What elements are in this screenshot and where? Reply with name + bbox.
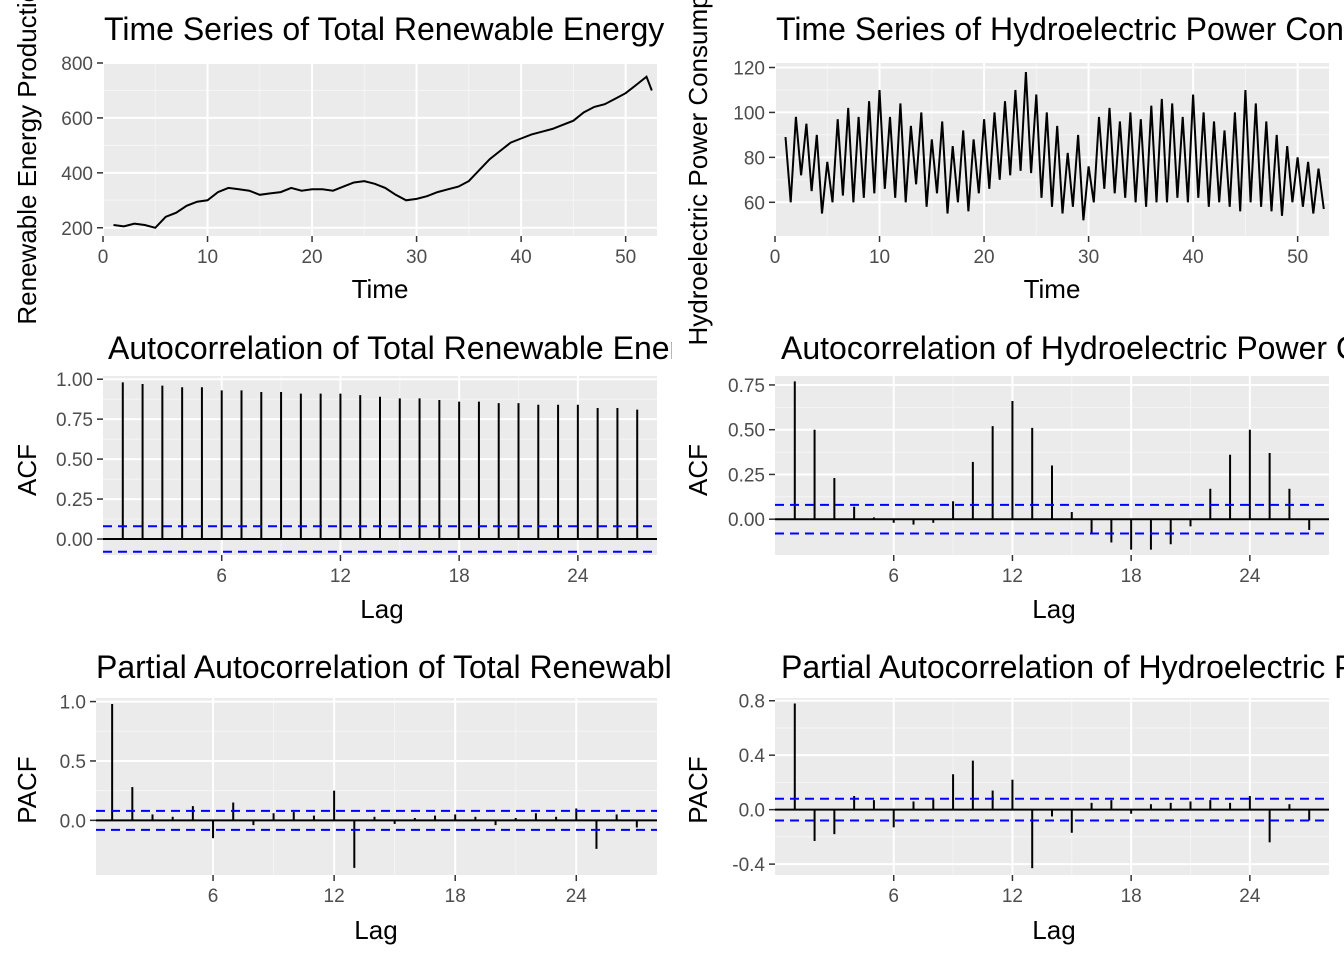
y-tick-label: 400 (61, 164, 93, 185)
y-tick-label: 0.0 (60, 811, 86, 832)
y-tick-label: 80 (744, 148, 765, 169)
x-tick-label: 6 (216, 566, 227, 587)
x-tick-label: 30 (406, 247, 427, 268)
plot-background (103, 63, 657, 236)
x-tick-label: 18 (449, 566, 470, 587)
x-tick-label: 24 (567, 566, 589, 587)
panel-acf_hydro: 6 12 18 24 0.00 0.25 0.50 0.75 Autocorrelation o… (683, 330, 1344, 624)
y-tick-label: 100 (733, 103, 765, 124)
x-tick-label: 6 (888, 886, 899, 907)
x-tick-label: 0 (98, 247, 109, 268)
y-axis-label: ACF (12, 444, 42, 496)
x-tick-label: 12 (324, 886, 345, 907)
panel-pacf_hydro: 6 12 18 24 -0.4 0.0 0.4 0.8 Partial Autocorrelat… (683, 649, 1344, 945)
x-tick-label: 20 (973, 247, 994, 268)
x-tick-label: 6 (208, 886, 219, 907)
chart-title: Partial Autocorrelation of Total Renewab… (96, 649, 962, 685)
x-tick-label: 18 (445, 886, 466, 907)
y-tick-label: 600 (61, 109, 93, 130)
panel-pacf_total: 6 12 18 24 0.0 0.5 1.0 Partial Autocorrelation … (12, 649, 962, 945)
panel-acf_total: 6 12 18 24 0.00 0.25 0.50 0.75 1.00 Autocorrelati… (12, 330, 876, 624)
y-tick-label: 0.00 (728, 510, 765, 531)
y-tick-label: 1.0 (60, 693, 86, 714)
x-tick-label: 18 (1121, 566, 1142, 587)
x-tick-label: 24 (566, 886, 588, 907)
y-tick-label: 0.00 (56, 530, 93, 551)
series-line (113, 75, 653, 229)
x-tick-label: 50 (615, 247, 636, 268)
x-axis-label: Lag (1032, 594, 1075, 624)
y-tick-label: 0.25 (56, 490, 93, 511)
y-tick-label: 200 (61, 219, 93, 240)
x-tick-label: 12 (1002, 886, 1023, 907)
y-axis-label: Hydroelectric Power Consumption (683, 0, 713, 346)
y-tick-label: 0.25 (728, 465, 765, 486)
x-tick-label: 50 (1287, 247, 1308, 268)
x-tick-label: 20 (301, 247, 322, 268)
plot-background (775, 63, 1329, 236)
x-tick-label: 0 (770, 247, 781, 268)
x-tick-label: 24 (1239, 566, 1261, 587)
x-tick-label: 12 (330, 566, 351, 587)
x-axis-label: Lag (1032, 915, 1075, 945)
plot-background (96, 698, 657, 875)
x-tick-label: 40 (1183, 247, 1204, 268)
x-tick-label: 10 (197, 247, 218, 268)
x-axis-label: Lag (360, 594, 403, 624)
y-tick-label: -0.4 (732, 855, 765, 876)
y-tick-label: 0.5 (60, 752, 86, 773)
y-tick-label: 60 (744, 193, 765, 214)
y-axis-label: PACF (683, 756, 713, 823)
x-tick-label: 10 (869, 247, 890, 268)
x-tick-label: 24 (1239, 886, 1261, 907)
chart-title: Partial Autocorrelation of Hydroelectric… (781, 649, 1344, 685)
y-tick-label: 0.0 (739, 801, 765, 822)
y-tick-label: 120 (733, 58, 765, 79)
y-tick-label: 0.50 (728, 421, 765, 442)
y-tick-label: 0.75 (56, 410, 93, 431)
chart-title: Autocorrelation of Hydroelectric Power C… (781, 330, 1344, 366)
chart-title: Time Series of Total Renewable Energy Pr… (104, 11, 826, 47)
chart-title: Time Series of Hydroelectric Power Consu… (776, 11, 1344, 47)
x-axis-label: Lag (354, 915, 397, 945)
y-tick-label: 0.8 (739, 692, 765, 713)
x-axis-label: Time (352, 274, 409, 304)
y-tick-label: 800 (61, 54, 93, 75)
x-tick-label: 30 (1078, 247, 1099, 268)
plot-background (775, 698, 1329, 875)
x-tick-label: 6 (888, 566, 899, 587)
panel-ts_hydro: 0 10 20 30 40 50 60 80 100 120 Time Series of Hydr… (683, 0, 1344, 346)
x-tick-label: 18 (1121, 886, 1142, 907)
x-tick-label: 12 (1002, 566, 1023, 587)
y-tick-label: 0.4 (739, 746, 766, 767)
series-line (784, 71, 1325, 221)
y-axis-label: ACF (683, 444, 713, 496)
x-axis-label: Time (1024, 274, 1081, 304)
x-tick-label: 40 (511, 247, 532, 268)
y-tick-label: 0.75 (728, 376, 765, 397)
y-tick-label: 1.00 (56, 370, 93, 391)
y-tick-label: 0.50 (56, 450, 93, 471)
y-axis-label: Renewable Energy Production (12, 0, 42, 325)
chart-title: Autocorrelation of Total Renewable Energ… (108, 330, 876, 366)
y-axis-label: PACF (12, 756, 42, 823)
